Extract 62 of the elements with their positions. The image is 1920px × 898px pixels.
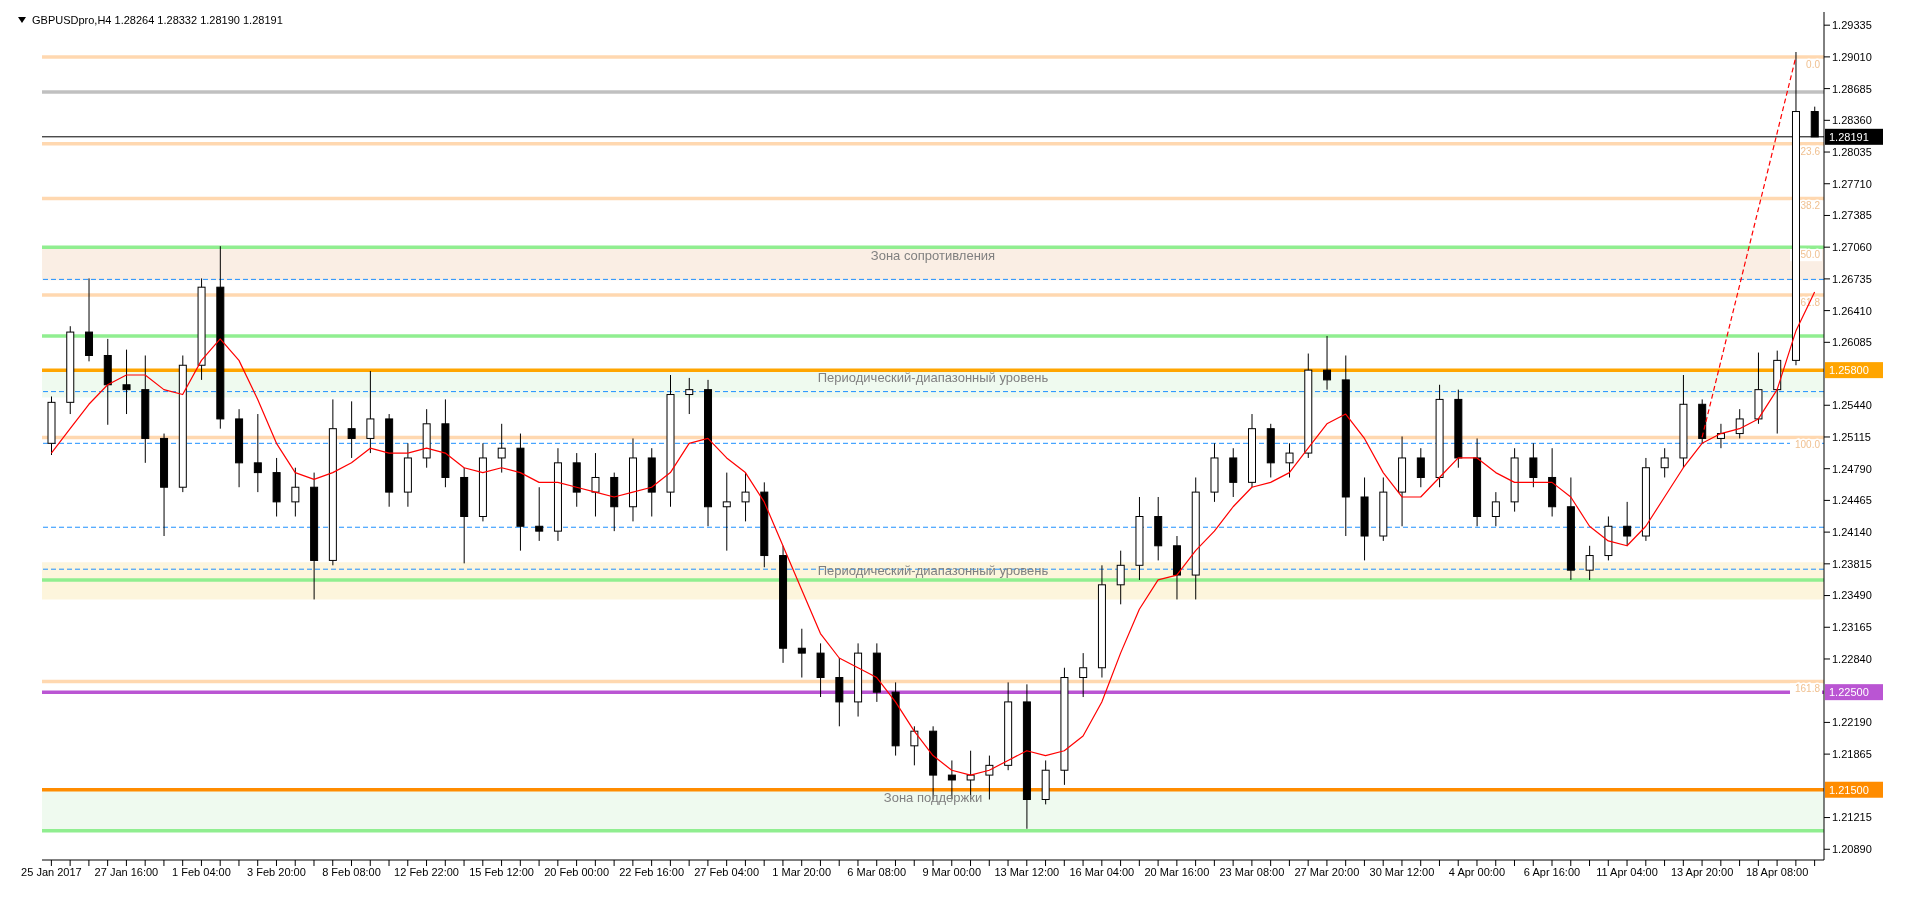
y-tick-label: 1.29010 [1832,50,1872,63]
annotation: 0.0 [1806,58,1821,70]
y-tick-label: 1.28035 [1832,145,1872,158]
x-tick-label: 27 Mar 20:00 [1294,865,1360,878]
y-tick-label: 1.23165 [1832,621,1872,634]
annotation: 100.0 [1794,439,1821,451]
y-tick-label: 1.22840 [1832,652,1872,665]
x-tick-label: 27 Jan 16:00 [94,865,159,878]
annotation: 23.6 [1800,145,1821,157]
y-tick-label: 1.23490 [1832,589,1872,602]
y-tick-label: 1.20890 [1832,843,1872,856]
x-tick-label: 27 Feb 04:00 [694,865,760,878]
x-tick-label: 3 Feb 20:00 [247,865,306,878]
x-tick-label: 20 Mar 16:00 [1144,865,1210,878]
chart-title: GBPUSDpro,H4 1.28264 1.28332 1.28190 1.28191 [32,14,283,26]
y-tick-label: 1.27060 [1832,241,1872,254]
y-tick-label: 1.25440 [1832,399,1872,412]
annotation: 161.8 [1794,683,1821,695]
x-tick-label: 25 Jan 2017 [21,865,82,878]
x-tick-label: 22 Feb 16:00 [619,865,685,878]
x-tick-label: 18 Apr 08:00 [1745,865,1809,878]
x-tick-label: 16 Mar 04:00 [1069,865,1135,878]
ref-line-label: 1.21500 [1829,783,1869,796]
x-tick-label: 13 Mar 12:00 [994,865,1060,878]
y-tick-label: 1.24465 [1832,494,1872,507]
x-tick-label: 20 Feb 00:00 [544,865,610,878]
y-tick-label: 1.25115 [1832,430,1871,443]
y-tick-label: 1.26085 [1832,336,1872,349]
y-tick-label: 1.27710 [1832,177,1872,190]
ref-line-label: 1.25800 [1829,364,1869,377]
x-tick-label: 11 Apr 04:00 [1596,865,1658,878]
x-tick-label: 6 Apr 16:00 [1523,865,1581,878]
y-tick-label: 1.24140 [1832,526,1872,539]
band-label: Зона поддержки [883,789,983,805]
x-tick-label: 30 Mar 12:00 [1369,865,1435,878]
x-tick-label: 1 Feb 04:00 [172,865,231,878]
ref-line-label: 1.22500 [1829,686,1869,699]
x-tick-label: 13 Apr 20:00 [1670,865,1734,878]
y-tick-label: 1.26735 [1832,272,1872,285]
annotation: 50.0 [1800,249,1821,261]
y-tick-label: 1.21865 [1832,748,1872,761]
band-label: Периодический-диапазонный уровень [817,370,1049,386]
x-tick-label: 9 Mar 00:00 [922,865,982,878]
annotation: 38.2 [1800,200,1821,212]
y-tick-label: 1.27385 [1832,209,1872,222]
x-tick-label: 8 Feb 08:00 [322,865,381,878]
ref-line-label: 1.28191 [1829,130,1869,143]
y-tick-label: 1.24790 [1832,462,1872,475]
y-tick-label: 1.28685 [1832,82,1872,95]
band-label: Зона сопротивления [870,248,996,264]
x-tick-label: 1 Mar 20:00 [772,865,832,878]
y-tick-label: 1.26410 [1832,304,1872,317]
y-tick-label: 1.29335 [1832,19,1872,32]
x-tick-label: 12 Feb 22:00 [394,865,459,878]
y-tick-label: 1.28360 [1832,114,1872,127]
y-tick-label: 1.22190 [1832,716,1872,729]
y-tick-label: 1.23815 [1832,557,1872,570]
x-tick-label: 23 Mar 08:00 [1219,865,1285,878]
x-tick-label: 6 Mar 08:00 [847,865,907,878]
x-tick-label: 4 Apr 00:00 [1448,865,1506,878]
y-tick-label: 1.21215 [1832,811,1872,824]
x-tick-label: 15 Feb 12:00 [469,865,534,878]
